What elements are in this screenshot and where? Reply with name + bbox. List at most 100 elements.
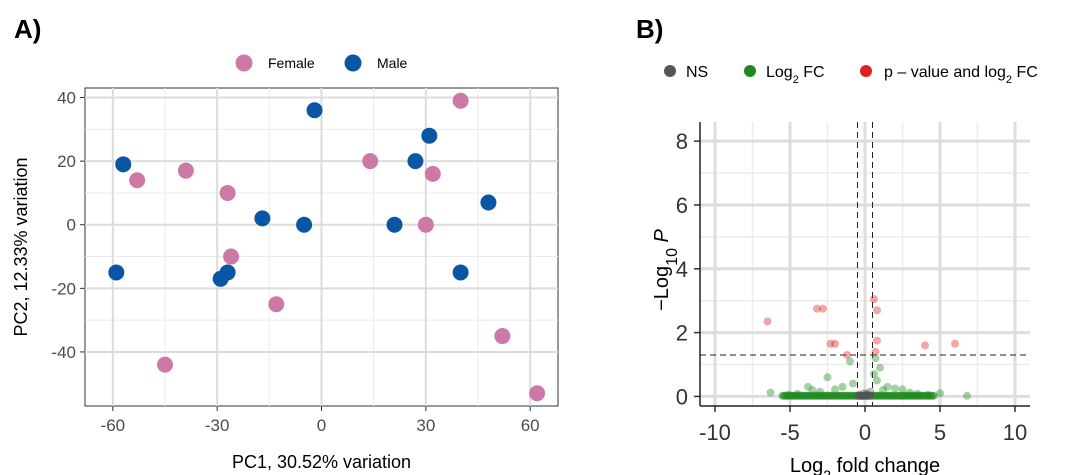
volcano-point-log2fc	[846, 357, 854, 366]
pca-point-female	[129, 172, 146, 189]
pca-x-tick-label: 60	[521, 416, 540, 435]
pca-point-female	[417, 216, 434, 233]
volcano-point-log2fc	[871, 354, 880, 363]
pca-y-tick-label: 0	[67, 216, 76, 235]
legend-ns-marker	[664, 65, 676, 77]
volcano-y-tick-label: 2	[676, 321, 688, 346]
pca-point-male	[407, 153, 424, 170]
pca-x-tick-label: -60	[101, 416, 126, 435]
volcano-point-log2fc	[838, 382, 847, 391]
volcano-point-log2fc	[823, 373, 832, 382]
volcano-point-ns	[866, 391, 875, 400]
volcano-point-significant	[871, 347, 880, 356]
legend-female-label: Female	[268, 55, 315, 71]
pca-x-tick-label: 30	[416, 416, 435, 435]
pca-point-female	[268, 296, 285, 313]
volcano-point-log2fc	[929, 391, 938, 400]
pca-point-female	[424, 165, 441, 182]
volcano-y-tick-label: 0	[676, 384, 688, 409]
volcano-point-log2fc	[766, 388, 775, 397]
panel-a-label: A)	[14, 14, 41, 44]
volcano-point-log2fc	[963, 391, 971, 400]
volcano-point-ns	[866, 387, 875, 396]
volcano-point-significant	[813, 304, 821, 313]
volcano-point-significant	[951, 339, 959, 348]
pca-point-male	[421, 127, 438, 144]
volcano-point-significant	[921, 341, 929, 350]
volcano-point-significant	[870, 295, 878, 304]
legend-female-marker	[235, 54, 253, 72]
volcano-point-log2fc	[784, 390, 793, 399]
pca-x-tick-label: 0	[317, 416, 326, 435]
volcano-ticks: -10 -5 0 5 10 0 2 4 6 8	[676, 122, 1030, 445]
pca-point-female	[529, 385, 546, 402]
volcano-point-log2fc	[913, 389, 922, 398]
pca-point-male	[108, 264, 125, 281]
pca-point-male	[219, 264, 236, 281]
volcano-point-significant	[826, 339, 835, 348]
pca-point-female	[156, 356, 173, 373]
volcano-point-log2fc	[898, 385, 907, 394]
pca-point-female	[452, 92, 469, 109]
volcano-x-tick-label: 0	[859, 420, 871, 445]
legend-male-label: Male	[377, 55, 408, 71]
pca-y-tick-label: 40	[57, 89, 76, 108]
pca-point-female	[494, 328, 511, 345]
volcano-point-log2fc	[831, 385, 839, 394]
volcano-x-tick-label: 10	[1003, 420, 1027, 445]
volcano-point-significant	[763, 317, 772, 326]
volcano-point-log2fc	[924, 390, 932, 399]
volcano-point-log2fc	[808, 386, 817, 395]
volcano-threshold-lines	[700, 122, 1030, 406]
volcano-x-axis-title: Log2 fold change	[790, 455, 940, 475]
panel-b-label: B)	[636, 14, 663, 44]
volcano-point-significant	[843, 350, 851, 359]
volcano-point-significant	[873, 336, 881, 345]
pca-plot: -60 -30 0 30 60 40 20 0 -20 -40 PC1, 30.52% varia…	[11, 54, 559, 472]
pca-y-axis-title: PC2, 12.33% variation	[11, 157, 31, 336]
volcano-point-log2fc	[906, 388, 914, 397]
volcano-axis-titles: Log2 fold change −Log10 P	[651, 228, 940, 475]
volcano-point-significant	[831, 339, 839, 348]
legend-log2fc-marker	[744, 65, 756, 77]
volcano-point-ns	[859, 389, 868, 398]
volcano-point-ns	[855, 390, 863, 399]
volcano-point-log2fc	[870, 370, 878, 379]
volcano-point-log2fc	[936, 389, 944, 398]
pca-ticks: -60 -30 0 30 60 40 20 0 -20 -40	[51, 89, 539, 435]
volcano-point-log2fc	[891, 384, 899, 393]
volcano-point-log2fc	[879, 386, 887, 395]
volcano-point-log2fc	[804, 382, 812, 391]
legend-male-marker	[344, 54, 362, 72]
volcano-point-significant	[873, 306, 881, 315]
pca-x-tick-label: -30	[205, 416, 230, 435]
volcano-y-tick-label: 8	[676, 129, 688, 154]
volcano-y-axis-title: −Log10 P	[651, 228, 681, 310]
volcano-legend: NS Log2 FC p – value and log2 FC	[664, 64, 1038, 86]
volcano-plot: -10 -5 0 5 10 0 2 4 6 8 NS Log2 FC p – value and lo…	[651, 64, 1038, 475]
volcano-point-ns	[861, 391, 869, 400]
pca-x-axis-title: PC1, 30.52% variation	[232, 452, 411, 472]
pca-point-male	[386, 216, 403, 233]
volcano-point-log2fc	[883, 382, 892, 391]
pca-point-male	[306, 102, 323, 119]
pca-point-male	[296, 216, 313, 233]
legend-significant-label: p – value and log2 FC	[884, 64, 1038, 86]
volcano-point-significant	[819, 304, 827, 313]
legend-log2fc-label: Log2 FC	[766, 64, 825, 86]
legend-significant-marker	[860, 65, 872, 77]
pca-point-female	[177, 162, 194, 179]
pca-y-tick-label: 20	[57, 152, 76, 171]
volcano-x-tick-label: -10	[699, 420, 731, 445]
pca-point-male	[115, 156, 132, 173]
pca-point-male	[452, 264, 469, 281]
pca-grid	[85, 88, 558, 406]
pca-point-male	[480, 194, 497, 211]
pca-point-female	[223, 248, 240, 265]
pca-legend: Female Male	[235, 54, 408, 72]
pca-points	[108, 92, 546, 402]
volcano-y-tick-label: 4	[676, 257, 688, 282]
volcano-points	[763, 295, 971, 400]
volcano-y-tick-label: 6	[676, 193, 688, 218]
